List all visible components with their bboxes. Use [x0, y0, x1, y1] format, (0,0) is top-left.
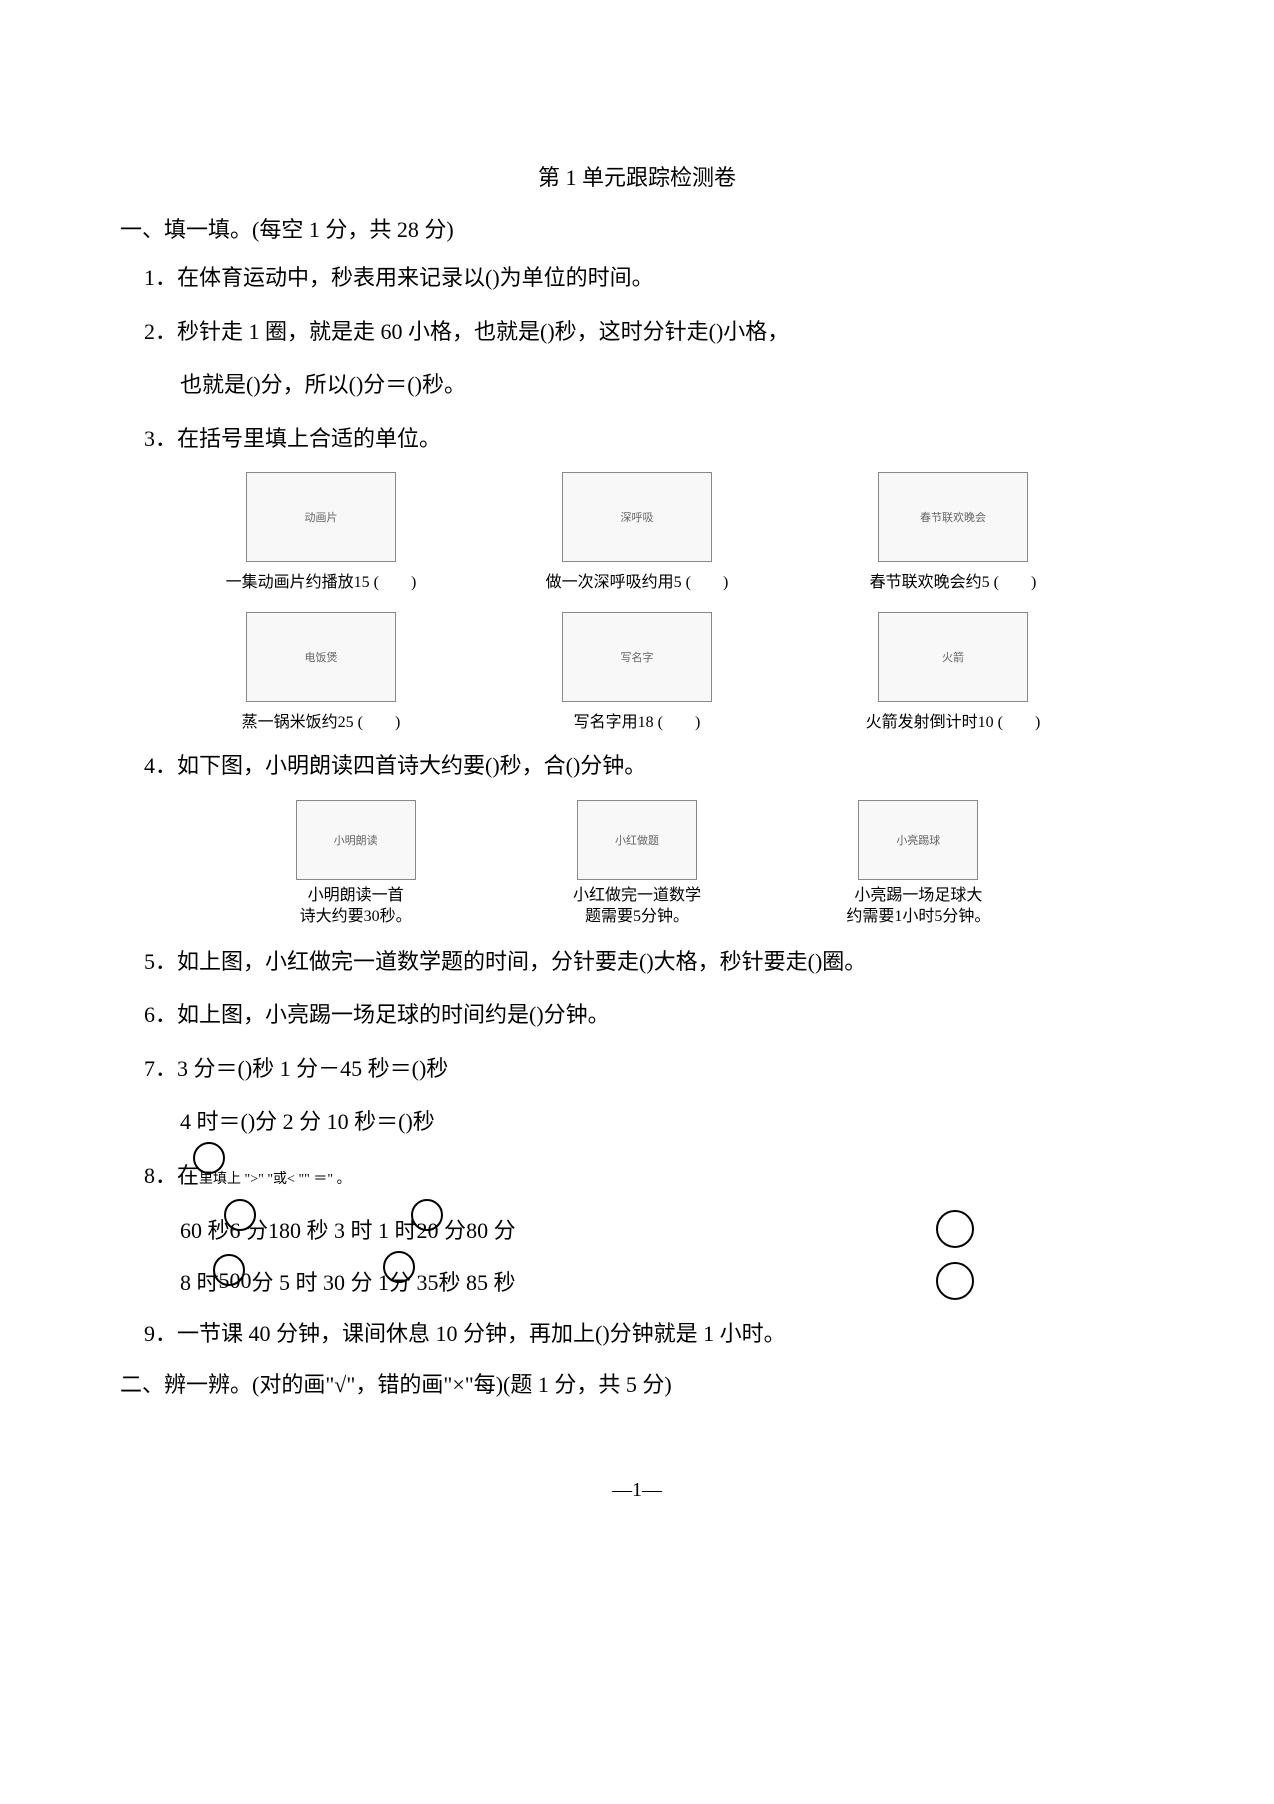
image-placeholder: 小亮踢球	[858, 800, 978, 880]
q7-line2: 4 时＝()分 2 分 10 秒＝()秒	[180, 1102, 1154, 1142]
q8-row2: 8 时 500 分 5 时 30 分 1 分 35 秒 85 秒	[180, 1262, 1154, 1300]
q8-row1: 60 秒 6 分 180 秒 3 时 1 时 20 分 80 分	[180, 1210, 1154, 1248]
image-placeholder: 动画片	[246, 472, 396, 562]
q2-line2: 也就是()分，所以()分＝()秒。	[180, 365, 1154, 405]
image-placeholder: 电饭煲	[246, 612, 396, 702]
section1-header: 一、填一填。(每空 1 分，共 28 分)	[120, 212, 1154, 244]
image-caption: 写名字用18 ( )	[574, 708, 701, 732]
q3-image-row-2: 电饭煲 蒸一锅米饭约25 ( ) 写名字 写名字用18 ( ) 火箭 火箭发射倒…	[168, 612, 1106, 732]
circle-icon	[193, 1142, 225, 1174]
text-part: 分 5 时 30 分 1	[252, 1265, 390, 1297]
caption-line: 小红做完一道数学	[573, 886, 701, 907]
q1: 1．在体育运动中，秒表用来记录以()为单位的时间。	[144, 258, 1154, 298]
image-caption: 火箭发射倒计时10 ( )	[866, 708, 1041, 732]
circled-text: 6 分	[230, 1213, 269, 1245]
image-caption: 小红做完一道数学 题需要5分钟。	[573, 886, 701, 928]
image-placeholder: 写名字	[562, 612, 712, 702]
circle-icon	[213, 1254, 245, 1286]
q8-row1-text: 60 秒 6 分 180 秒 3 时 1 时 20 分 80 分	[180, 1213, 516, 1245]
q3: 3．在括号里填上合适的单位。	[144, 419, 1154, 459]
q5: 5．如上图，小红做完一道数学题的时间，分针要走()大格，秒针要走()圈。	[144, 942, 1154, 982]
image-item: 小亮踢球 小亮踢一场足球大 约需要1小时5分钟。	[783, 800, 1054, 928]
circle-icon	[383, 1251, 415, 1283]
q8-prefix: 8．在	[144, 1163, 199, 1188]
image-item: 深呼吸 做一次深呼吸约用5 ( )	[484, 472, 790, 592]
q8-suffix: 里填上 ">" "或< "" ＝" 。	[199, 1172, 351, 1187]
image-item: 火箭 火箭发射倒计时10 ( )	[800, 612, 1106, 732]
circled-text: 20 分	[417, 1213, 467, 1245]
q8-row2-text: 8 时 500 分 5 时 30 分 1 分 35 秒 85 秒	[180, 1265, 516, 1297]
image-caption: 一集动画片约播放15 ( )	[226, 568, 417, 592]
page-number: —1—	[120, 1479, 1154, 1502]
q6: 6．如上图，小亮踢一场足球的时间约是()分钟。	[144, 995, 1154, 1035]
circle-icon	[411, 1199, 443, 1231]
image-caption: 小亮踢一场足球大 约需要1小时5分钟。	[846, 886, 990, 928]
text-part: 60 秒	[180, 1213, 230, 1245]
page-title: 第 1 单元跟踪检测卷	[120, 160, 1154, 192]
circle-icon	[224, 1199, 256, 1231]
q7-line1: 7．3 分＝()秒 1 分－45 秒＝()秒	[144, 1049, 1154, 1089]
caption-line: 小明朗读一首	[300, 886, 412, 907]
image-caption: 春节联欢晚会约5 ( )	[870, 568, 1037, 592]
text-part: 180 秒 3 时 1 时	[268, 1213, 417, 1245]
q9: 9．一节课 40 分钟，课间休息 10 分钟，再加上()分钟就是 1 小时。	[144, 1314, 1154, 1354]
image-caption: 蒸一锅米饭约25 ( )	[242, 708, 401, 732]
image-item: 写名字 写名字用18 ( )	[484, 612, 790, 732]
image-item: 电饭煲 蒸一锅米饭约25 ( )	[168, 612, 474, 732]
image-caption: 小明朗读一首 诗大约要30秒。	[300, 886, 412, 928]
q2-line1: 2．秒针走 1 圈，就是走 60 小格，也就是()秒，这时分针走()小格，	[144, 312, 1154, 352]
caption-line: 小亮踢一场足球大	[846, 886, 990, 907]
circled-text: 分 35	[389, 1265, 439, 1297]
answer-circle	[936, 1262, 974, 1300]
q4-image-row: 小明朗读 小明朗读一首 诗大约要30秒。 小红做题 小红做完一道数学 题需要5分…	[220, 800, 1054, 928]
caption-line: 约需要1小时5分钟。	[846, 907, 990, 928]
image-item: 小红做题 小红做完一道数学 题需要5分钟。	[501, 800, 772, 928]
q3-image-row-1: 动画片 一集动画片约播放15 ( ) 深呼吸 做一次深呼吸约用5 ( ) 春节联…	[168, 472, 1106, 592]
image-placeholder: 小明朗读	[296, 800, 416, 880]
text-part: 秒 85 秒	[439, 1265, 516, 1297]
image-placeholder: 火箭	[878, 612, 1028, 702]
image-placeholder: 小红做题	[577, 800, 697, 880]
circled-text: 500	[219, 1268, 252, 1294]
answer-circle	[936, 1210, 974, 1248]
image-placeholder: 深呼吸	[562, 472, 712, 562]
image-caption: 做一次深呼吸约用5 ( )	[546, 568, 729, 592]
q8-circle-text: 里填上 ">" "或< "" ＝" 。	[199, 1156, 351, 1196]
image-placeholder: 春节联欢晚会	[878, 472, 1028, 562]
image-item: 小明朗读 小明朗读一首 诗大约要30秒。	[220, 800, 491, 928]
q8: 8．在里填上 ">" "或< "" ＝" 。	[144, 1156, 1154, 1196]
text-part: 80 分	[466, 1213, 516, 1245]
image-item: 动画片 一集动画片约播放15 ( )	[168, 472, 474, 592]
caption-line: 题需要5分钟。	[573, 907, 701, 928]
section2-header: 二、辨一辨。(对的画"√"，错的画"×"每)(题 1 分，共 5 分)	[120, 1367, 1154, 1399]
image-item: 春节联欢晚会 春节联欢晚会约5 ( )	[800, 472, 1106, 592]
caption-line: 诗大约要30秒。	[300, 907, 412, 928]
q4: 4．如下图，小明朗读四首诗大约要()秒，合()分钟。	[144, 746, 1154, 786]
